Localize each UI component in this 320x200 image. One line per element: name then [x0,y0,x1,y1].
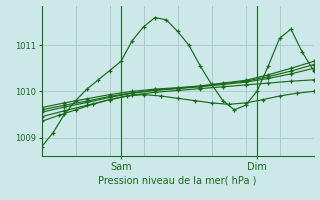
X-axis label: Pression niveau de la mer( hPa ): Pression niveau de la mer( hPa ) [99,176,257,186]
